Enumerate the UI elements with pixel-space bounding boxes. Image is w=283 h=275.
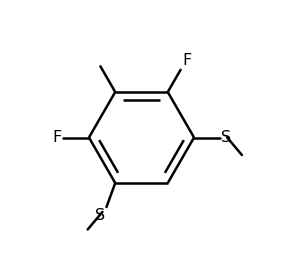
Text: F: F — [182, 53, 191, 68]
Text: S: S — [95, 208, 105, 223]
Text: F: F — [53, 130, 62, 145]
Text: S: S — [221, 130, 231, 145]
